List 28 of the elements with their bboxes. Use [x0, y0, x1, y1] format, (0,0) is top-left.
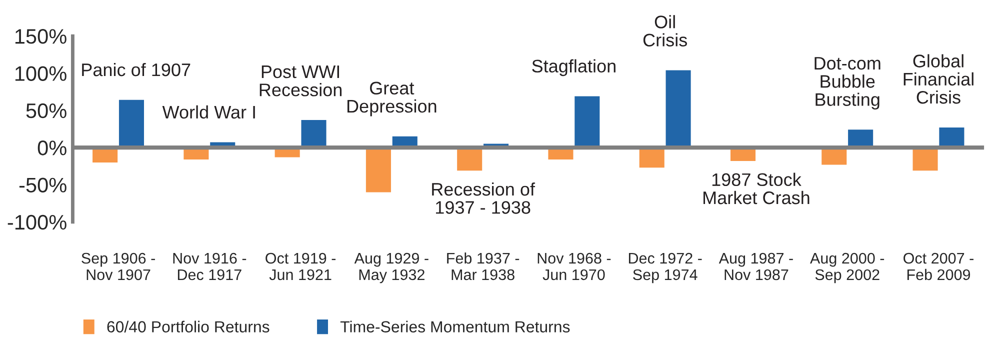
y-tick-label: -100% [8, 214, 66, 230]
annotation: Post WWI Recession [260, 66, 342, 96]
annotation: Global Financial Crisis [904, 54, 974, 104]
x-tick-label: Sep 1906 - Nov 1907 [82, 252, 155, 280]
y-tick-label: 100% [15, 66, 66, 81]
x-tick-label: Aug 1929 - May 1932 [354, 252, 428, 284]
y-tick-label: 0% [38, 140, 66, 156]
legend-label: 60/40 Portfolio Returns [107, 320, 270, 332]
annotation: 1987 Stock Market Crash [704, 172, 810, 204]
legend-label: Time-Series Momentum Returns [340, 320, 570, 332]
y-tick-label: -50% [19, 178, 66, 192]
annotation: Oil Crisis [643, 15, 687, 46]
x-tick-label: Dec 1972 - Sep 1974 [628, 252, 702, 284]
x-tick-label: Oct 1919 - Jun 1921 [266, 252, 336, 280]
annotation: Stagflation [532, 59, 616, 76]
x-tick-label: Oct 2007 - Feb 2009 [904, 252, 974, 280]
y-tick-label: 150% [15, 29, 66, 44]
x-tick-label: Aug 2000 - Sep 2002 [810, 252, 884, 284]
annotation: Great Depression [347, 82, 436, 116]
x-tick-label: Aug 1987 - Nov 1987 [718, 252, 793, 280]
x-tick-label: Feb 1937 - Mar 1938 [447, 252, 520, 280]
annotation: Recession of 1937 - 1938 [432, 182, 536, 214]
y-tick-label: 50% [26, 103, 66, 118]
x-tick-label: Nov 1916 - Dec 1917 [173, 252, 246, 280]
x-tick-label: Nov 1968 - Jun 1970 [538, 252, 611, 280]
annotation: Panic of 1907 [82, 62, 190, 76]
annotation: World War I [162, 105, 255, 119]
annotation: Dot-com Bubble Bursting [814, 57, 880, 110]
